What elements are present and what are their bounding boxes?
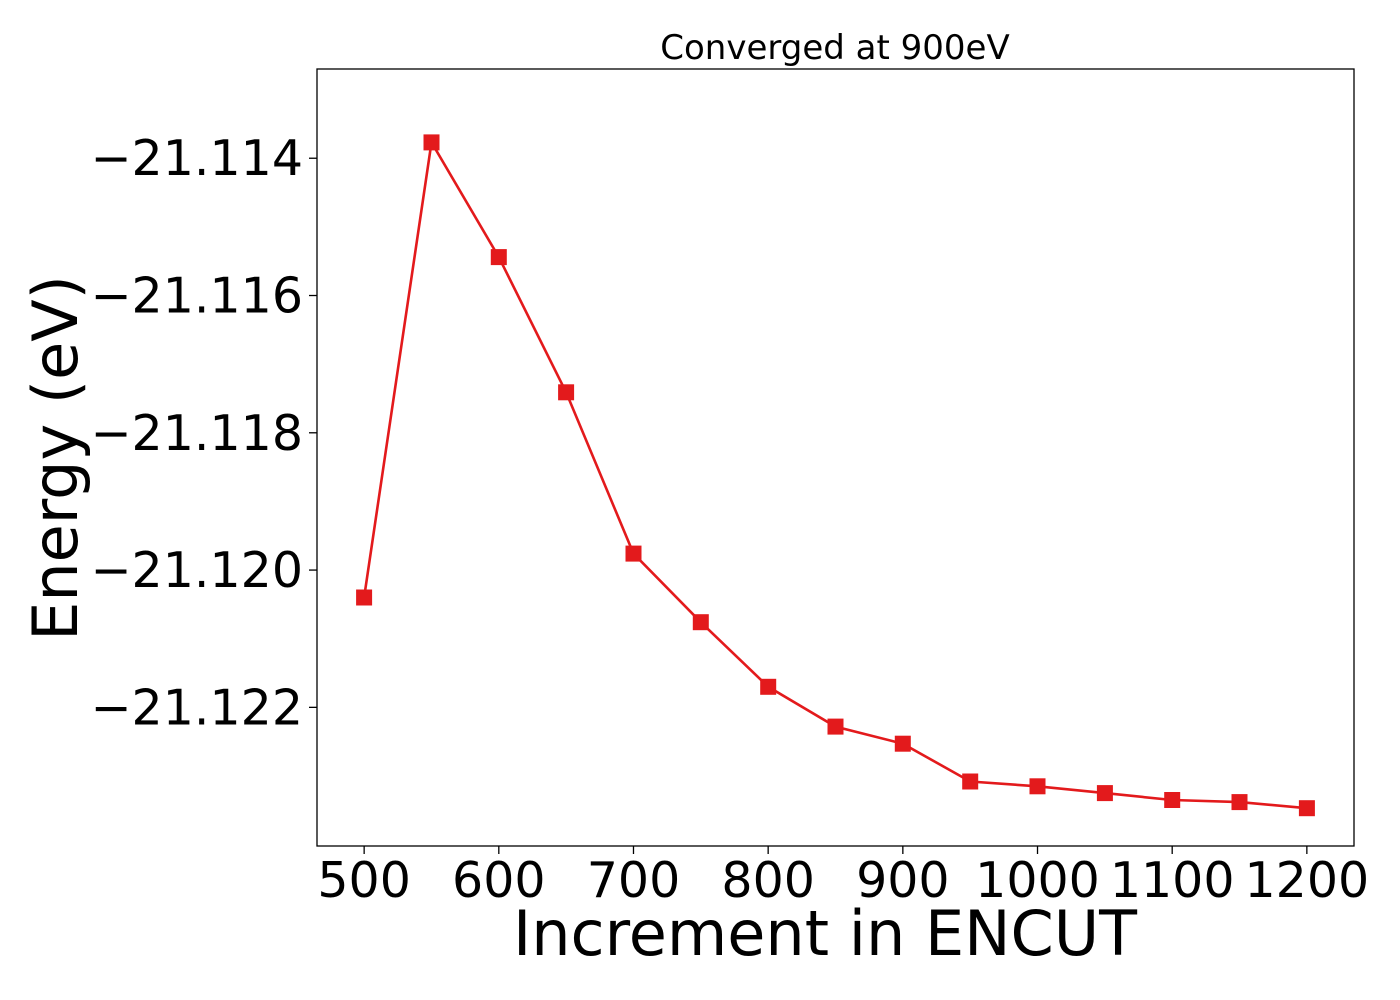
x-tick-label: 700 bbox=[587, 852, 681, 909]
y-tick-label: −21.118 bbox=[90, 405, 303, 462]
data-point bbox=[558, 384, 575, 401]
y-axis-label: Energy (eV) bbox=[19, 275, 92, 641]
data-point bbox=[1231, 794, 1248, 811]
data-point bbox=[1164, 792, 1181, 808]
y-tick-label: −21.122 bbox=[90, 679, 303, 736]
plot-area bbox=[356, 134, 1315, 817]
y-tick-label: −21.114 bbox=[90, 130, 303, 187]
x-tick-label: 1000 bbox=[975, 852, 1100, 909]
data-point bbox=[1029, 778, 1046, 795]
data-point bbox=[894, 735, 911, 752]
data-point bbox=[827, 718, 844, 735]
x-tick-label: 900 bbox=[856, 852, 950, 909]
data-point bbox=[423, 134, 440, 151]
x-tick-label: 1100 bbox=[1110, 852, 1235, 909]
data-point bbox=[1096, 785, 1113, 802]
x-tick-label: 1200 bbox=[1245, 852, 1370, 909]
data-point bbox=[760, 678, 777, 695]
x-tick-label: 500 bbox=[317, 852, 411, 909]
x-axis: 500 600 700 800 900 1000 1100 1200 bbox=[317, 846, 1369, 909]
x-tick-label: 600 bbox=[452, 852, 546, 909]
data-point bbox=[356, 589, 373, 606]
data-point bbox=[692, 614, 709, 631]
data-point bbox=[1298, 800, 1315, 817]
axes-frame bbox=[316, 68, 1355, 847]
y-tick-label: −21.116 bbox=[90, 268, 303, 325]
x-axis-label: Increment in ENCUT bbox=[513, 897, 1138, 970]
x-tick-label: 800 bbox=[721, 852, 815, 909]
y-axis: −21.114 −21.116 −21.118 −21.120 −21.122 bbox=[90, 130, 317, 736]
data-point bbox=[625, 545, 642, 562]
y-tick-label: −21.120 bbox=[90, 542, 303, 599]
data-point bbox=[490, 249, 507, 266]
chart-title: Converged at 900eV bbox=[660, 28, 1009, 68]
data-point bbox=[962, 773, 979, 790]
